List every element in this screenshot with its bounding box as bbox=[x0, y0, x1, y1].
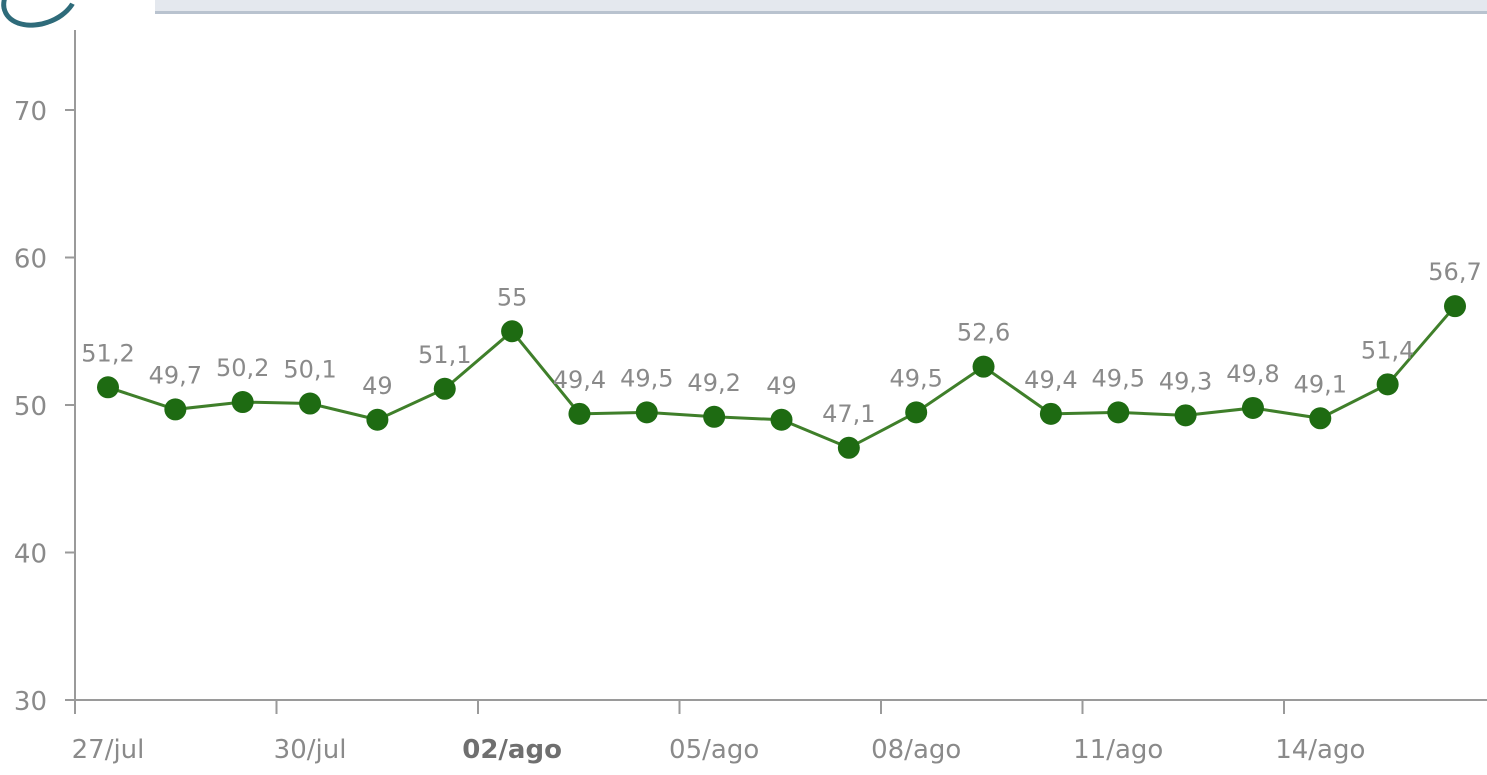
x-axis-ticks: 27/jul 30/jul 02/ago 05/ago 08/ago 11/ago 14/a… bbox=[72, 700, 1365, 765]
chart-axes bbox=[74, 30, 1487, 701]
data-label: 51,1 bbox=[418, 341, 471, 369]
data-label: 56,7 bbox=[1428, 258, 1481, 286]
data-point bbox=[703, 405, 726, 428]
data-label: 47,1 bbox=[822, 400, 875, 428]
x-tick-label: 08/ago bbox=[871, 735, 961, 765]
y-axis-ticks: 30 40 50 60 70 bbox=[14, 97, 75, 717]
x-tick-label: 05/ago bbox=[669, 735, 759, 765]
data-point bbox=[972, 355, 995, 378]
series-points bbox=[97, 295, 1466, 459]
data-label: 49,1 bbox=[1294, 370, 1347, 398]
y-tick-label: 50 bbox=[14, 392, 47, 422]
data-labels: 51,2 49,7 50,2 50,1 49 51,1 55 49,4 49,5 49,2 49 47… bbox=[81, 258, 1481, 428]
data-label: 49,5 bbox=[889, 364, 942, 392]
data-point bbox=[231, 391, 254, 414]
data-label: 51,4 bbox=[1361, 336, 1414, 364]
data-label: 49,5 bbox=[620, 364, 673, 392]
y-tick-label: 60 bbox=[14, 245, 47, 275]
y-tick-label: 30 bbox=[14, 687, 47, 717]
data-point bbox=[635, 401, 658, 424]
x-tick-label: 27/jul bbox=[72, 735, 145, 765]
data-label: 49,8 bbox=[1226, 360, 1279, 388]
data-point bbox=[770, 408, 793, 431]
data-point bbox=[837, 436, 860, 459]
y-tick-label: 40 bbox=[14, 540, 47, 570]
data-label: 50,2 bbox=[216, 354, 269, 382]
data-label: 49,2 bbox=[687, 369, 740, 397]
data-point bbox=[433, 377, 456, 400]
data-label: 50,1 bbox=[283, 356, 336, 384]
data-point bbox=[568, 402, 591, 425]
x-tick-label: 02/ago bbox=[462, 735, 562, 765]
y-tick-label: 70 bbox=[14, 97, 47, 127]
data-label: 52,6 bbox=[957, 319, 1010, 347]
x-tick-label: 30/jul bbox=[274, 735, 347, 765]
data-label: 49,5 bbox=[1092, 364, 1145, 392]
top-header-bar bbox=[155, 0, 1487, 14]
data-label: 49,3 bbox=[1159, 367, 1212, 395]
data-label: 49 bbox=[766, 372, 797, 400]
data-point bbox=[97, 376, 119, 399]
x-tick-label: 11/ago bbox=[1073, 735, 1163, 765]
data-point bbox=[1444, 295, 1466, 318]
data-point bbox=[1309, 407, 1332, 430]
data-point bbox=[1241, 396, 1264, 419]
data-label: 49 bbox=[362, 372, 393, 400]
data-label: 49,4 bbox=[1024, 366, 1077, 394]
data-label: 49,7 bbox=[149, 361, 202, 389]
data-point bbox=[1174, 404, 1197, 427]
data-point bbox=[299, 392, 322, 415]
data-point bbox=[1376, 373, 1399, 396]
data-label: 51,2 bbox=[81, 339, 134, 367]
data-point bbox=[164, 398, 187, 421]
data-point bbox=[366, 408, 389, 431]
data-label: 49,4 bbox=[553, 366, 606, 394]
data-point bbox=[1039, 402, 1062, 425]
x-tick-label: 14/ago bbox=[1275, 735, 1365, 765]
data-label: 55 bbox=[497, 283, 528, 311]
data-point bbox=[501, 320, 524, 343]
data-point bbox=[905, 401, 928, 424]
data-point bbox=[1107, 401, 1130, 424]
